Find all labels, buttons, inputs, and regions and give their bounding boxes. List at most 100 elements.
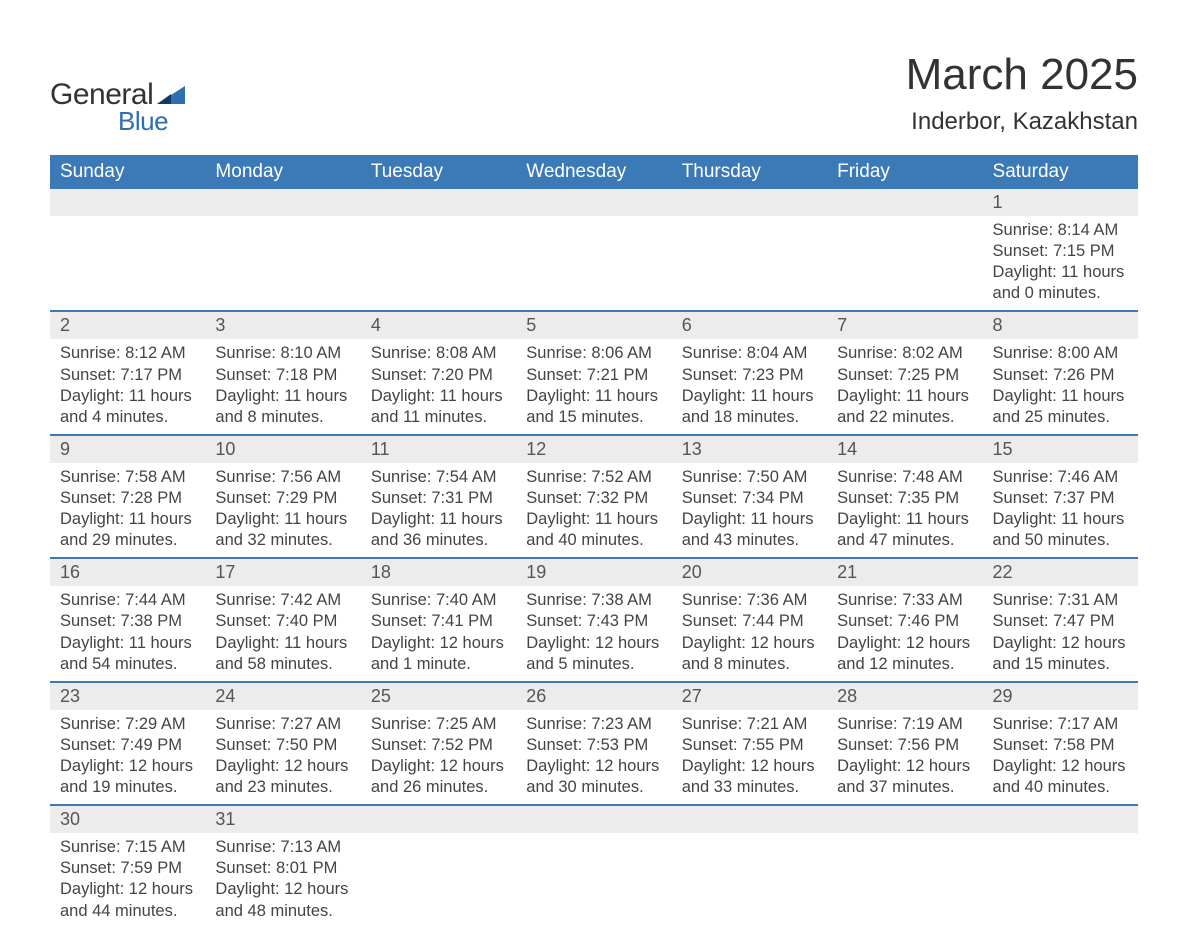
day-body — [516, 216, 671, 226]
sunset-line: Sunset: 7:50 PM — [215, 735, 350, 756]
day-number: 11 — [361, 436, 516, 463]
sunrise-line: Sunrise: 8:06 AM — [526, 343, 661, 364]
calendar-cell: 2Sunrise: 8:12 AMSunset: 7:17 PMDaylight… — [50, 311, 205, 434]
sunrise-line: Sunrise: 8:02 AM — [837, 343, 972, 364]
daylight-line: Daylight: 11 hours and 32 minutes. — [215, 509, 350, 551]
calendar-cell — [983, 805, 1138, 927]
daylight-line: Daylight: 12 hours and 37 minutes. — [837, 756, 972, 798]
day-body: Sunrise: 7:54 AMSunset: 7:31 PMDaylight:… — [361, 463, 516, 557]
sunrise-line: Sunrise: 7:33 AM — [837, 590, 972, 611]
day-number — [516, 189, 671, 216]
calendar-week: 9Sunrise: 7:58 AMSunset: 7:28 PMDaylight… — [50, 435, 1138, 558]
sunset-line: Sunset: 7:21 PM — [526, 365, 661, 386]
logo: General Blue — [50, 78, 185, 137]
day-body — [827, 216, 982, 226]
daylight-line: Daylight: 12 hours and 23 minutes. — [215, 756, 350, 798]
sunset-line: Sunset: 7:40 PM — [215, 611, 350, 632]
day-body: Sunrise: 8:02 AMSunset: 7:25 PMDaylight:… — [827, 339, 982, 433]
day-body — [672, 216, 827, 226]
day-number — [50, 189, 205, 216]
daylight-line: Daylight: 11 hours and 15 minutes. — [526, 386, 661, 428]
sunset-line: Sunset: 7:44 PM — [682, 611, 817, 632]
logo-text-blue: Blue — [118, 106, 168, 137]
daylight-line: Daylight: 12 hours and 19 minutes. — [60, 756, 195, 798]
day-body: Sunrise: 7:27 AMSunset: 7:50 PMDaylight:… — [205, 710, 360, 804]
calendar-cell: 23Sunrise: 7:29 AMSunset: 7:49 PMDayligh… — [50, 682, 205, 805]
day-number: 28 — [827, 683, 982, 710]
daylight-line: Daylight: 11 hours and 4 minutes. — [60, 386, 195, 428]
sunset-line: Sunset: 7:38 PM — [60, 611, 195, 632]
sail-icon — [157, 84, 185, 104]
calendar-cell — [827, 189, 982, 311]
sunset-line: Sunset: 7:43 PM — [526, 611, 661, 632]
calendar-cell: 17Sunrise: 7:42 AMSunset: 7:40 PMDayligh… — [205, 558, 360, 681]
sunset-line: Sunset: 7:53 PM — [526, 735, 661, 756]
calendar-cell: 14Sunrise: 7:48 AMSunset: 7:35 PMDayligh… — [827, 435, 982, 558]
sunset-line: Sunset: 7:31 PM — [371, 488, 506, 509]
daylight-line: Daylight: 11 hours and 36 minutes. — [371, 509, 506, 551]
day-number: 9 — [50, 436, 205, 463]
sunrise-line: Sunrise: 7:21 AM — [682, 714, 817, 735]
calendar-cell: 11Sunrise: 7:54 AMSunset: 7:31 PMDayligh… — [361, 435, 516, 558]
sunset-line: Sunset: 7:18 PM — [215, 365, 350, 386]
day-body — [827, 833, 982, 843]
sunset-line: Sunset: 7:32 PM — [526, 488, 661, 509]
sunrise-line: Sunrise: 7:56 AM — [215, 467, 350, 488]
sunrise-line: Sunrise: 7:36 AM — [682, 590, 817, 611]
sunrise-line: Sunrise: 7:25 AM — [371, 714, 506, 735]
calendar-table: SundayMondayTuesdayWednesdayThursdayFrid… — [50, 155, 1138, 928]
page-title: March 2025 — [906, 50, 1138, 100]
day-body: Sunrise: 7:44 AMSunset: 7:38 PMDaylight:… — [50, 586, 205, 680]
day-number — [672, 189, 827, 216]
sunrise-line: Sunrise: 7:13 AM — [215, 837, 350, 858]
day-number: 1 — [983, 189, 1138, 216]
sunrise-line: Sunrise: 8:08 AM — [371, 343, 506, 364]
daylight-line: Daylight: 11 hours and 11 minutes. — [371, 386, 506, 428]
day-body: Sunrise: 7:46 AMSunset: 7:37 PMDaylight:… — [983, 463, 1138, 557]
sunset-line: Sunset: 7:52 PM — [371, 735, 506, 756]
page-subtitle: Inderbor, Kazakhstan — [906, 108, 1138, 136]
day-body: Sunrise: 7:15 AMSunset: 7:59 PMDaylight:… — [50, 833, 205, 927]
day-number — [205, 189, 360, 216]
calendar-cell: 15Sunrise: 7:46 AMSunset: 7:37 PMDayligh… — [983, 435, 1138, 558]
calendar-week: 23Sunrise: 7:29 AMSunset: 7:49 PMDayligh… — [50, 682, 1138, 805]
calendar-cell: 30Sunrise: 7:15 AMSunset: 7:59 PMDayligh… — [50, 805, 205, 927]
sunrise-line: Sunrise: 7:29 AM — [60, 714, 195, 735]
day-header: Tuesday — [361, 155, 516, 189]
calendar-cell — [50, 189, 205, 311]
calendar-cell: 1Sunrise: 8:14 AMSunset: 7:15 PMDaylight… — [983, 189, 1138, 311]
day-number: 14 — [827, 436, 982, 463]
day-body: Sunrise: 7:48 AMSunset: 7:35 PMDaylight:… — [827, 463, 982, 557]
day-number — [827, 189, 982, 216]
sunrise-line: Sunrise: 7:27 AM — [215, 714, 350, 735]
day-number: 3 — [205, 312, 360, 339]
header: General Blue March 2025 Inderbor, Kazakh… — [50, 50, 1138, 137]
day-body: Sunrise: 7:25 AMSunset: 7:52 PMDaylight:… — [361, 710, 516, 804]
daylight-line: Daylight: 11 hours and 50 minutes. — [993, 509, 1128, 551]
sunset-line: Sunset: 7:35 PM — [837, 488, 972, 509]
daylight-line: Daylight: 12 hours and 33 minutes. — [682, 756, 817, 798]
daylight-line: Daylight: 11 hours and 25 minutes. — [993, 386, 1128, 428]
sunrise-line: Sunrise: 7:19 AM — [837, 714, 972, 735]
day-body: Sunrise: 7:50 AMSunset: 7:34 PMDaylight:… — [672, 463, 827, 557]
calendar-week: 2Sunrise: 8:12 AMSunset: 7:17 PMDaylight… — [50, 311, 1138, 434]
daylight-line: Daylight: 11 hours and 29 minutes. — [60, 509, 195, 551]
daylight-line: Daylight: 12 hours and 8 minutes. — [682, 633, 817, 675]
day-number — [361, 806, 516, 833]
day-body: Sunrise: 8:00 AMSunset: 7:26 PMDaylight:… — [983, 339, 1138, 433]
day-body: Sunrise: 7:56 AMSunset: 7:29 PMDaylight:… — [205, 463, 360, 557]
day-body: Sunrise: 7:29 AMSunset: 7:49 PMDaylight:… — [50, 710, 205, 804]
calendar-head: SundayMondayTuesdayWednesdayThursdayFrid… — [50, 155, 1138, 189]
sunrise-line: Sunrise: 7:40 AM — [371, 590, 506, 611]
daylight-line: Daylight: 11 hours and 18 minutes. — [682, 386, 817, 428]
calendar-cell — [672, 805, 827, 927]
sunset-line: Sunset: 7:59 PM — [60, 858, 195, 879]
daylight-line: Daylight: 11 hours and 40 minutes. — [526, 509, 661, 551]
sunset-line: Sunset: 7:26 PM — [993, 365, 1128, 386]
day-header: Saturday — [983, 155, 1138, 189]
daylight-line: Daylight: 12 hours and 48 minutes. — [215, 879, 350, 921]
daylight-line: Daylight: 11 hours and 58 minutes. — [215, 633, 350, 675]
day-number: 8 — [983, 312, 1138, 339]
daylight-line: Daylight: 11 hours and 43 minutes. — [682, 509, 817, 551]
calendar-cell: 25Sunrise: 7:25 AMSunset: 7:52 PMDayligh… — [361, 682, 516, 805]
